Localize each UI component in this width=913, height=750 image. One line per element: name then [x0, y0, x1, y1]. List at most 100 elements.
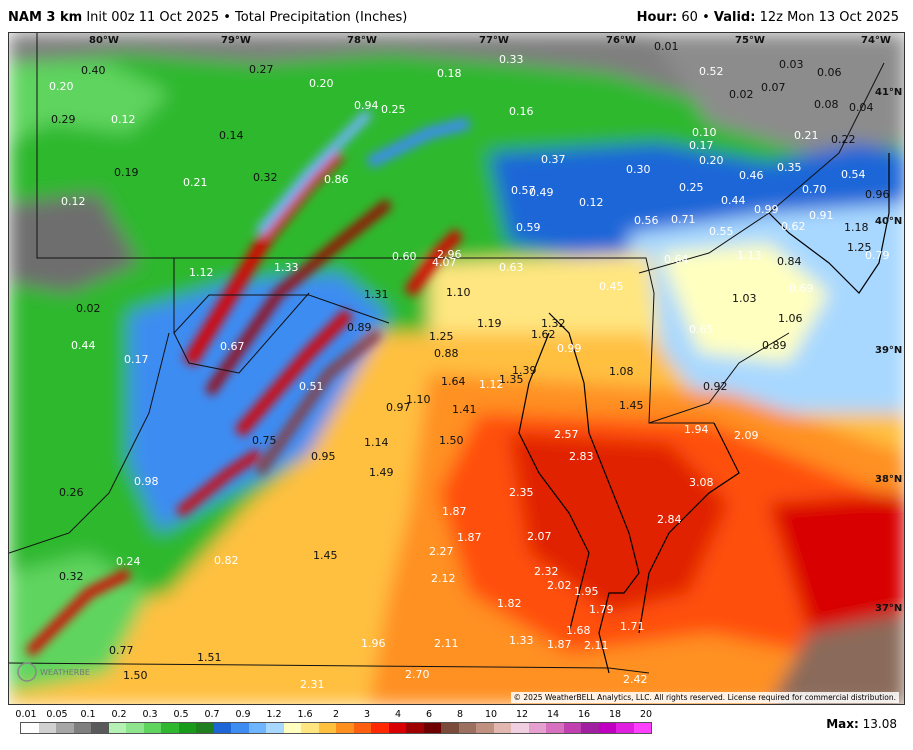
legend-swatch	[196, 723, 214, 733]
precipitation-map: 0.01 0.33 0.18 0.27 0.40 0.20 0.29 0.12 0.20 0.94…	[8, 32, 905, 705]
legend-swatch	[301, 723, 319, 733]
value-label: 1.12	[189, 266, 214, 279]
latitude-label: 37°N	[875, 603, 902, 614]
map-canvas: 0.01 0.33 0.18 0.27 0.40 0.20 0.29 0.12 0.20 0.94…	[9, 33, 904, 704]
longitude-label: 76°W	[606, 35, 636, 46]
legend-swatch	[616, 723, 634, 733]
value-label: 1.35	[499, 373, 524, 386]
value-label: 0.55	[709, 225, 734, 238]
value-label: 0.52	[699, 65, 724, 78]
separator: •	[702, 10, 710, 25]
value-label: 1.06	[778, 312, 803, 325]
value-label: 0.51	[299, 380, 324, 393]
value-label: 0.46	[739, 169, 764, 182]
value-label: 0.84	[777, 255, 802, 268]
legend-swatch	[546, 723, 564, 733]
legend-tick-label: 10	[484, 709, 498, 720]
legend-color-bar	[20, 722, 652, 734]
legend-tick-label: 1.6	[297, 709, 313, 720]
longitude-label: 75°W	[735, 35, 765, 46]
value-label: 0.45	[599, 280, 624, 293]
legend-tick-label: 3	[363, 709, 371, 720]
value-labels: 0.01 0.33 0.18 0.27 0.40 0.20 0.29 0.12 0.20 0.94…	[49, 40, 890, 691]
value-label: 1.51	[197, 651, 222, 664]
value-label: 0.70	[802, 183, 827, 196]
value-label: 0.21	[183, 176, 208, 189]
value-label: 0.49	[529, 186, 554, 199]
value-label: 1.87	[547, 638, 572, 651]
legend-swatch	[441, 723, 459, 733]
header-title: NAM 3 km Init 00z 11 Oct 2025 • Total Pr…	[8, 10, 407, 25]
value-label: 0.54	[841, 168, 866, 181]
value-label: 2.83	[569, 450, 594, 463]
value-label: 1.10	[446, 286, 471, 299]
legend-swatch	[511, 723, 529, 733]
value-label: 1.96	[361, 637, 386, 650]
legend-swatch	[73, 723, 91, 733]
longitude-label: 80°W	[89, 35, 119, 46]
legend-swatch	[178, 723, 196, 733]
latitude-label: 38°N	[875, 474, 902, 485]
value-label: 0.59	[516, 221, 541, 234]
legend-swatch	[108, 723, 126, 733]
legend-swatch	[161, 723, 179, 733]
legend-swatch	[458, 723, 476, 733]
latitude-label: 40°N	[875, 216, 902, 227]
value-label: 2.70	[405, 668, 430, 681]
value-label: 0.62	[781, 220, 806, 233]
value-label: 3.08	[689, 476, 714, 489]
legend-tick-label: 14	[546, 709, 560, 720]
value-label: 1.79	[589, 603, 614, 616]
value-label: 0.86	[324, 173, 349, 186]
legend-swatch	[318, 723, 336, 733]
legend-swatch	[371, 723, 389, 733]
longitude-label: 79°W	[221, 35, 251, 46]
value-label: 1.64	[441, 375, 466, 388]
value-label: 0.79	[865, 249, 890, 262]
legend-swatch	[476, 723, 494, 733]
legend-tick-label: 2	[332, 709, 340, 720]
value-label: 0.20	[699, 154, 724, 167]
legend-swatch	[231, 723, 249, 733]
value-label: 0.26	[59, 486, 84, 499]
value-label: 2.32	[534, 565, 559, 578]
legend-tick-label: 16	[577, 709, 591, 720]
value-label: 2.96	[437, 248, 462, 261]
legend-swatch	[493, 723, 511, 733]
legend-tick-label: 0.2	[111, 709, 127, 720]
value-label: 0.25	[679, 181, 704, 194]
value-label: 1.45	[619, 399, 644, 412]
value-label: 0.82	[214, 554, 239, 567]
value-label: 1.50	[439, 434, 464, 447]
value-label: 1.33	[509, 634, 534, 647]
value-label: 0.95	[311, 450, 336, 463]
value-label: 0.60	[392, 250, 417, 263]
value-label: 0.32	[253, 171, 278, 184]
legend-swatch	[353, 723, 371, 733]
value-label: 0.32	[59, 570, 84, 583]
longitude-label: 78°W	[347, 35, 377, 46]
latitude-label: 39°N	[875, 345, 902, 356]
legend-tick-label: 0.01	[15, 709, 37, 720]
header-bar: NAM 3 km Init 00z 11 Oct 2025 • Total Pr…	[0, 0, 913, 32]
legend-tick-label: 0.7	[204, 709, 220, 720]
value-label: 0.18	[437, 67, 462, 80]
heavy-precip-bands	[25, 109, 471, 657]
value-label: 2.42	[623, 673, 648, 686]
value-label: 1.68	[566, 624, 591, 637]
value-label: 1.18	[844, 221, 869, 234]
value-label: 0.25	[381, 103, 406, 116]
value-label: 0.89	[762, 339, 787, 352]
legend-tick-label: 0.1	[80, 709, 96, 720]
value-label: 0.04	[849, 101, 874, 114]
legend-tick-label: 20	[639, 709, 653, 720]
value-label: 0.97	[386, 401, 411, 414]
value-label: 4.07	[432, 256, 457, 269]
value-label: 0.14	[219, 129, 244, 142]
legend-swatch	[213, 723, 231, 733]
value-label: 0.21	[794, 129, 819, 142]
value-label: 2.02	[547, 579, 572, 592]
product-name: Total Precipitation (Inches)	[235, 10, 408, 25]
value-label: 0.71	[671, 213, 696, 226]
value-label: 2.31	[300, 678, 325, 691]
